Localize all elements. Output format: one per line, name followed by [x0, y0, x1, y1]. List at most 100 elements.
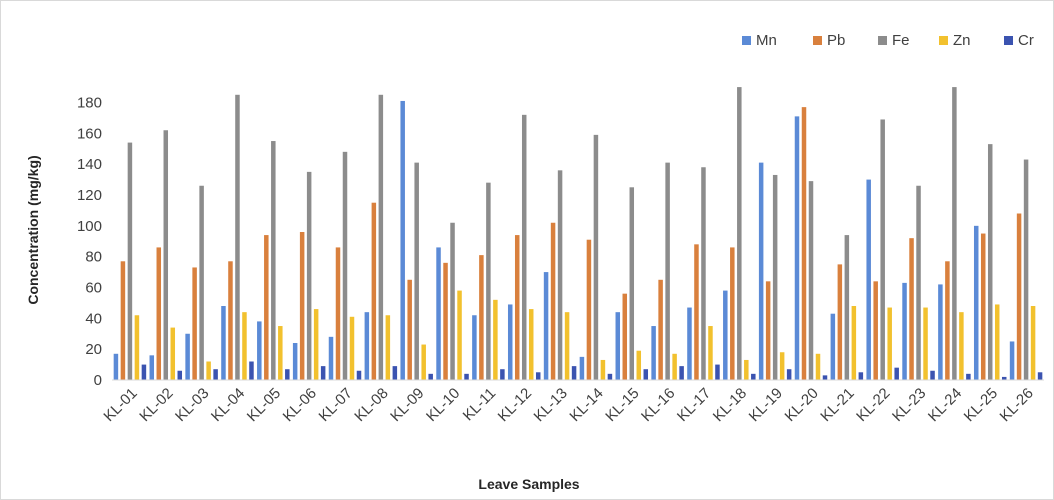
bar-fe [629, 187, 635, 380]
bar-pb [479, 255, 484, 380]
bar-cr [428, 373, 433, 380]
bar-pb [658, 279, 663, 380]
bar-zn [457, 290, 462, 380]
bar-zn [528, 309, 534, 380]
bar-zn [421, 344, 426, 380]
bar-cr [607, 373, 613, 380]
x-tick-label: KL-22 [853, 385, 893, 425]
bar-fe [235, 94, 240, 381]
bar-cr [249, 361, 254, 380]
bar-pb [586, 239, 592, 380]
x-tick-label: KL-03 [172, 385, 212, 425]
y-tick-label: 20 [85, 341, 102, 358]
y-tick-label: 80 [85, 249, 102, 266]
y-tick-label: 40 [85, 310, 102, 327]
bar-pb [192, 267, 197, 380]
x-tick-label: KL-10 [423, 385, 463, 425]
x-tick-label: KL-14 [566, 385, 606, 425]
bar-fe [665, 162, 670, 380]
bar-pb [873, 281, 878, 380]
x-tick-label: KL-06 [280, 385, 320, 425]
bar-zn [600, 359, 606, 380]
bar-fe [163, 130, 169, 380]
bar-mn [723, 290, 728, 380]
bars-layer [113, 87, 1043, 381]
x-tick-label: KL-19 [746, 385, 786, 425]
bar-mn [794, 116, 800, 380]
bar-pb [730, 247, 735, 380]
bar-pb [407, 279, 412, 380]
x-tick-label: KL-16 [638, 385, 678, 425]
bar-mn [1009, 341, 1015, 380]
x-tick-label: KL-26 [997, 385, 1037, 425]
y-tick-label: 160 [77, 125, 102, 142]
bar-cr [966, 373, 971, 380]
bar-fe [342, 151, 348, 380]
legend-label-cr: Cr [1018, 32, 1034, 49]
legend-label-mn: Mn [756, 32, 777, 49]
bar-mn [938, 284, 943, 380]
bar-fe [486, 182, 491, 380]
bar-pb [371, 202, 377, 380]
bar-pb [120, 261, 126, 380]
bar-zn [206, 361, 211, 380]
bar-fe [593, 134, 599, 380]
bar-pb [550, 222, 556, 380]
bar-mn [400, 100, 405, 380]
legend-swatch-pb [813, 36, 822, 45]
bar-zn [278, 326, 283, 380]
bar-mn [113, 353, 119, 380]
x-axis-ticks: KL-01KL-02KL-03KL-04KL-05KL-06KL-07KL-08… [100, 385, 1036, 425]
bar-pb [622, 293, 628, 380]
bar-fe [127, 142, 133, 380]
x-tick-label: KL-21 [817, 385, 857, 425]
legend-swatch-mn [742, 36, 751, 45]
bar-cr [571, 366, 577, 380]
bar-mn [185, 333, 190, 380]
bar-mn [579, 356, 585, 380]
bar-pb [765, 281, 771, 380]
x-tick-label: KL-05 [244, 385, 284, 425]
bar-fe [701, 167, 706, 380]
y-tick-label: 100 [77, 218, 102, 235]
y-axis-title: Concentration (mg/kg) [25, 155, 41, 304]
bar-pb [514, 235, 520, 380]
bar-fe [952, 87, 957, 380]
bar-cr [894, 367, 899, 380]
bar-cr [1001, 376, 1007, 380]
bar-mn [973, 225, 979, 380]
bar-fe [808, 181, 814, 380]
bar-zn [313, 309, 319, 380]
y-tick-label: 60 [85, 280, 102, 297]
x-tick-label: KL-04 [208, 385, 248, 425]
bar-zn [170, 327, 176, 380]
bar-zn [708, 326, 713, 380]
bar-mn [472, 315, 477, 380]
x-tick-label: KL-18 [710, 385, 750, 425]
bar-mn [543, 272, 549, 380]
bar-zn [349, 316, 355, 380]
bar-zn [887, 307, 892, 380]
bar-pb [443, 262, 448, 380]
x-tick-label: KL-11 [460, 385, 500, 425]
bar-zn [636, 350, 642, 380]
x-tick-label: KL-20 [782, 385, 822, 425]
bar-cr [822, 375, 828, 380]
bar-zn [815, 353, 821, 380]
y-tick-label: 0 [94, 372, 102, 389]
bar-zn [851, 306, 857, 380]
x-axis-title: Leave Samples [478, 476, 579, 492]
bar-fe [450, 222, 455, 380]
bar-zn [994, 304, 1000, 380]
bar-mn [364, 312, 370, 380]
bar-cr [679, 366, 684, 380]
bar-mn [651, 326, 656, 380]
legend-label-zn: Zn [953, 32, 971, 49]
bar-cr [500, 369, 505, 380]
bar-pb [801, 107, 807, 380]
bar-zn [385, 315, 391, 380]
bar-cr [356, 370, 362, 380]
bar-mn [292, 343, 298, 380]
legend-swatch-zn [939, 36, 948, 45]
